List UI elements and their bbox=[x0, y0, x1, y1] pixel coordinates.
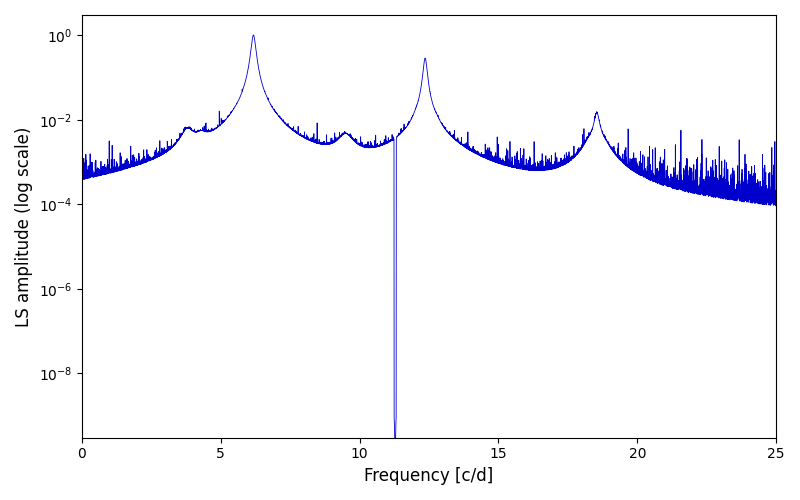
Y-axis label: LS amplitude (log scale): LS amplitude (log scale) bbox=[15, 126, 33, 326]
X-axis label: Frequency [c/d]: Frequency [c/d] bbox=[364, 467, 494, 485]
